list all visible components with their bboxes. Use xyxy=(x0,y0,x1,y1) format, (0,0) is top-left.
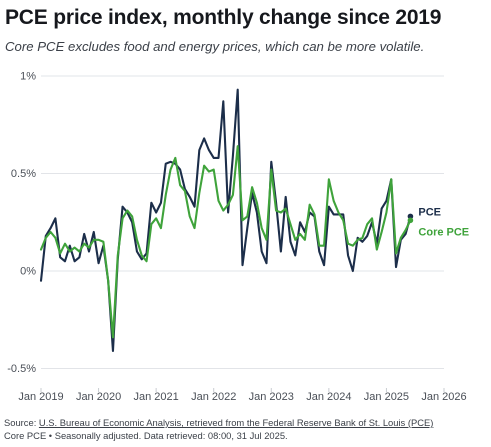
y-tick-label: 1% xyxy=(20,71,36,83)
x-tick-label: Jan 2020 xyxy=(76,391,121,403)
line-chart: 1%0.5%0%-0.5% Jan 2019 Jan 2020 Jan 2021 Ja… xyxy=(7,71,469,404)
source-line: Source: U.S. Bureau of Economic Analysis… xyxy=(4,417,490,430)
x-tick-label: Jan 2021 xyxy=(134,391,179,403)
series-label: PCE xyxy=(418,206,441,218)
x-tick-label: Jan 2025 xyxy=(364,391,409,403)
series-label: Core PCE xyxy=(418,226,469,238)
x-tick-label: Jan 2022 xyxy=(191,391,236,403)
y-tick-label: 0.5% xyxy=(11,168,36,180)
x-tick-label: Jan 2026 xyxy=(421,391,466,403)
y-tick-label: -0.5% xyxy=(7,363,36,375)
series-line-core-pce xyxy=(39,145,412,339)
y-axis: 1% 0.5% 0% -0.5% xyxy=(7,71,36,376)
x-tick-label: Jan 2023 xyxy=(249,391,294,403)
notes-line: Core PCE • Seasonally adjusted. Data ret… xyxy=(4,429,288,441)
source-footer: Source: U.S. Bureau of Economic Analysis… xyxy=(4,417,490,442)
x-tick-label: Jan 2024 xyxy=(306,391,351,403)
source-prefix: Source: xyxy=(4,417,39,428)
x-axis: Jan 2019 Jan 2020 Jan 2021 Jan 2022 Jan 2023… xyxy=(18,388,467,403)
series-end-marker xyxy=(407,213,414,220)
series-end-marker xyxy=(407,217,414,224)
x-tick-label: Jan 2019 xyxy=(18,391,63,403)
series-labels: PCE Core PCE xyxy=(407,206,469,238)
y-tick-label: 0% xyxy=(20,266,36,278)
source-link[interactable]: U.S. Bureau of Economic Analysis, retrie… xyxy=(38,417,434,428)
chart-title: PCE price index, monthly change since 20… xyxy=(5,6,442,29)
series-line-pce xyxy=(39,88,412,352)
series-layer xyxy=(39,88,412,352)
chart-subtitle: Core PCE excludes food and energy prices… xyxy=(5,39,425,54)
grid-layer xyxy=(41,75,444,369)
